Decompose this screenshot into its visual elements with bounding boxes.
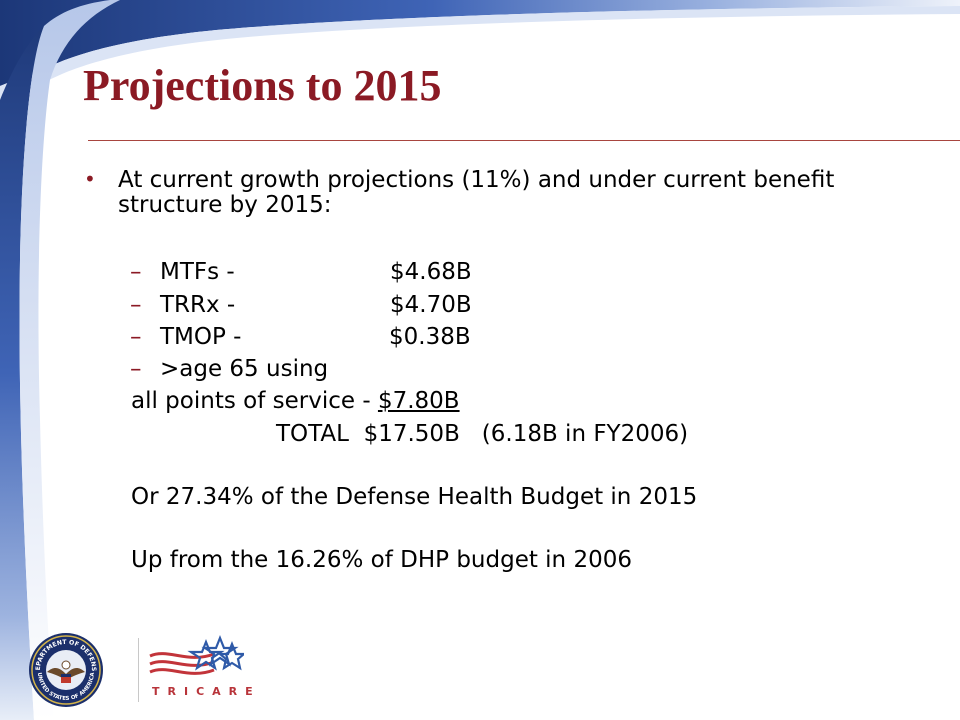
- tricare-logo-mark: [149, 635, 244, 675]
- item-value-trrx: $4.70B: [390, 292, 472, 318]
- logo-divider: [138, 638, 139, 702]
- dash-marker: –: [130, 259, 142, 285]
- left-band-dark: [0, 26, 44, 720]
- continuation-value: $7.80B: [377, 388, 460, 414]
- dash-marker: –: [130, 356, 142, 382]
- item-label-mtfs: MTFs -: [160, 259, 235, 285]
- note-budget-2015: Or 27.34% of the Defense Health Budget i…: [131, 484, 698, 510]
- top-swoosh-light: [0, 6, 960, 102]
- dash-marker: –: [130, 324, 142, 350]
- note-budget-2006: Up from the 16.26% of DHP budget in 2006: [131, 547, 632, 573]
- dash-marker: –: [130, 292, 142, 318]
- title-divider: [88, 140, 960, 141]
- dod-seal-logo: DEPARTMENT OF DEFENSE UNITED STATES OF A…: [28, 632, 103, 707]
- continuation-line: all points of service - $7.80B: [131, 388, 460, 414]
- bullet-text: At current growth projections (11%) and …: [118, 167, 835, 218]
- item-label-age65: >age 65 using: [160, 356, 329, 382]
- item-value-tmop: $0.38B: [389, 324, 471, 350]
- item-label-trrx: TRRx -: [160, 292, 236, 318]
- tricare-wordmark: TRICARE: [152, 685, 261, 698]
- bullet-marker: •: [84, 167, 96, 191]
- total-line: TOTAL $17.50B (6.18B in FY2006): [276, 421, 689, 447]
- item-value-mtfs: $4.68B: [390, 259, 472, 285]
- top-swoosh-dark: [0, 0, 960, 86]
- footer-logos: DEPARTMENT OF DEFENSE UNITED STATES OF A…: [24, 630, 253, 710]
- continuation-label: all points of service -: [131, 388, 378, 414]
- item-label-tmop: TMOP -: [160, 324, 242, 350]
- slide-title: Projections to 2015: [83, 61, 442, 110]
